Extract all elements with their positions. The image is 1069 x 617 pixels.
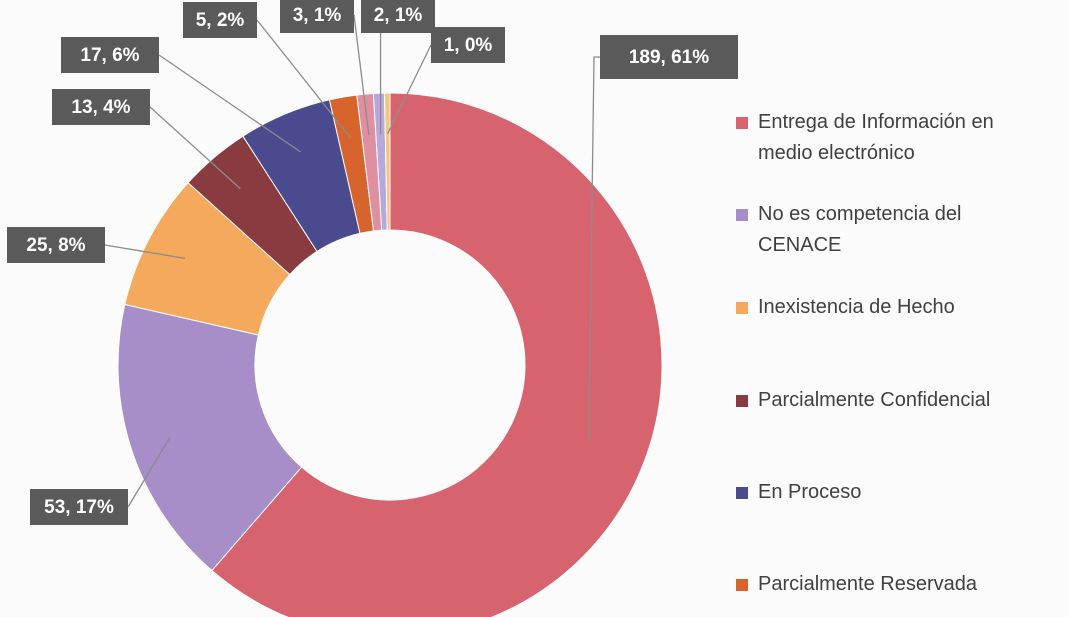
leader-line: [387, 44, 432, 135]
data-label: 2, 1%: [374, 5, 423, 26]
legend-label: Parcialmente Reservada: [758, 573, 977, 595]
data-label: 1, 0%: [444, 35, 493, 56]
leader-line: [104, 244, 185, 260]
leader-line: [256, 19, 351, 138]
leader-line: [149, 106, 241, 190]
data-label: 13, 4%: [71, 97, 130, 118]
legend-swatch: [736, 487, 748, 499]
data-label-box: [61, 37, 159, 73]
leader-line: [588, 56, 600, 440]
data-label-box: [600, 35, 738, 79]
data-label-box: [431, 27, 505, 63]
legend-item: Parcialmente Reservada: [736, 569, 1036, 600]
donut-slice: [383, 92, 391, 231]
leader-line: [127, 436, 171, 508]
data-label-box: [30, 489, 128, 525]
legend-swatch: [736, 579, 748, 591]
data-label-box: [7, 227, 105, 263]
leader-line: [158, 54, 301, 153]
donut-slice: [211, 92, 663, 617]
legend-label: No es competencia del CENACE: [758, 203, 962, 256]
data-label: 25, 8%: [26, 235, 85, 256]
data-label-box: [361, 0, 435, 33]
data-label: 189, 61%: [629, 47, 709, 68]
legend-swatch: [736, 117, 748, 129]
legend-swatch: [736, 302, 748, 314]
data-label-box: [52, 89, 150, 125]
legend-item: No es competencia del CENACE: [736, 199, 1036, 261]
data-label: 5, 2%: [196, 10, 245, 31]
data-label: 17, 6%: [80, 45, 139, 66]
legend-label: Parcialmente Confidencial: [758, 389, 991, 411]
data-label-box: [183, 2, 257, 38]
data-label-box: [280, 0, 354, 33]
legend-item: Inexistencia de Hecho: [736, 292, 1036, 323]
legend-item: Entrega de Información en medio electrón…: [736, 107, 1036, 169]
legend-label: En Proceso: [758, 481, 862, 503]
legend-swatch: [736, 209, 748, 221]
leader-line: [353, 14, 370, 135]
legend-label: Inexistencia de Hecho: [758, 296, 955, 318]
data-label: 53, 17%: [44, 497, 114, 518]
donut-slice: [117, 303, 303, 572]
legend-swatch: [736, 395, 748, 407]
legend-item: En Proceso: [736, 477, 1036, 508]
data-label: 3, 1%: [293, 5, 342, 26]
legend-item: Parcialmente Confidencial: [736, 385, 1036, 416]
legend-label: Entrega de Información en medio electrón…: [758, 111, 994, 164]
